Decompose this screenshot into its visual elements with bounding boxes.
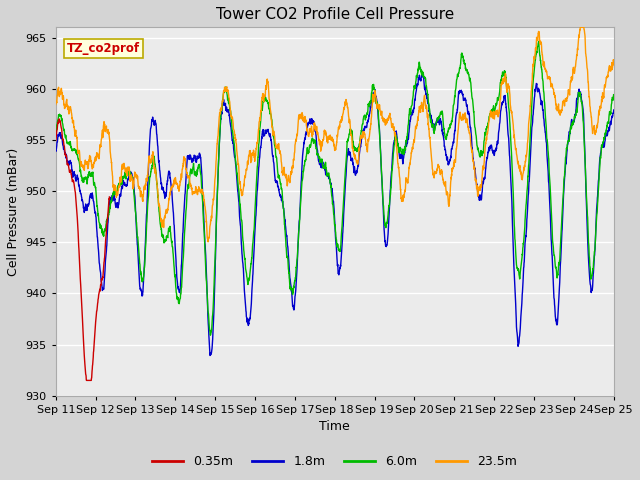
Text: TZ_co2prof: TZ_co2prof xyxy=(67,42,140,55)
Y-axis label: Cell Pressure (mBar): Cell Pressure (mBar) xyxy=(7,147,20,276)
Legend: 0.35m, 1.8m, 6.0m, 23.5m: 0.35m, 1.8m, 6.0m, 23.5m xyxy=(147,450,522,473)
Title: Tower CO2 Profile Cell Pressure: Tower CO2 Profile Cell Pressure xyxy=(216,7,454,22)
X-axis label: Time: Time xyxy=(319,420,350,433)
